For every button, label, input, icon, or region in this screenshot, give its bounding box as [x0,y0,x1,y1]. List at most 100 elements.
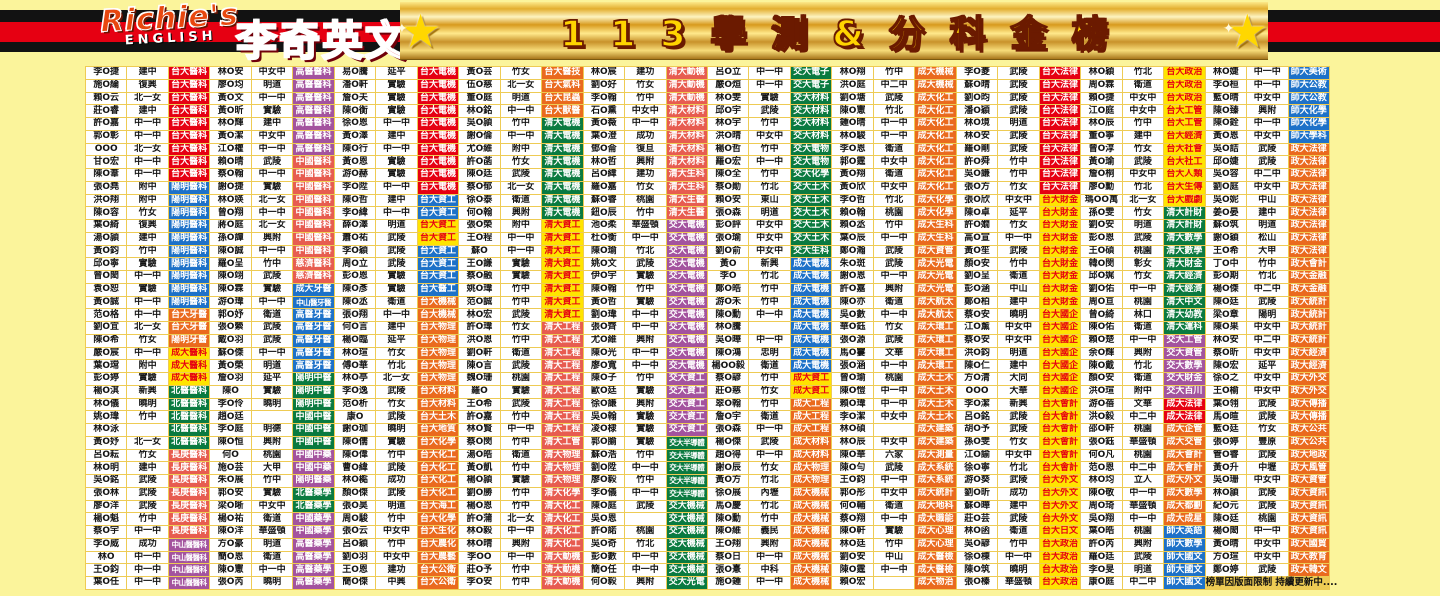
department-cell: 成大機械 [790,513,832,525]
student-name: 蔡O勛 [708,181,749,194]
department-cell: 北醫醫科 [168,411,210,423]
school-name: 衛道 [1122,322,1164,334]
student-name: 彭O評 [708,220,749,232]
student-name: 林O騰 [708,322,749,334]
student-name: 徐O謙 [583,398,625,411]
school-name: 中女中 [1247,181,1288,194]
school-name: 武陵 [873,245,915,258]
student-name: 陳O翰 [583,283,625,296]
department-cell: 清大工程 [542,424,583,436]
title-banner: ★ ✦ 113學測&分科金榜 ★ ✦ [396,2,1268,59]
department-cell: 成大心理 [915,538,956,551]
department-cell: 陽明醫科 [168,194,210,207]
student-name: 彭O恩 [334,271,376,283]
student-name: 陳O行 [334,143,376,156]
department-cell: 清大財金 [1164,258,1205,270]
student-name: 石O熏 [583,105,625,117]
department-cell: 台大電機 [417,92,459,105]
school-name: 實驗 [500,271,542,283]
school-name: 實驗 [376,156,417,168]
student-name: 陳O憲 [210,564,251,576]
header-banner: Richie's ENGLISH 李奇英文 ★ ✦ 113學測&分科金榜 ★ ✦ [0,0,1440,66]
student-name: 戴O羽 [210,334,251,347]
student-name: 陳O勻 [832,462,873,474]
school-name: 武陵 [1247,143,1288,156]
school-name: 中一中 [500,245,542,258]
student-name: 蔡O融 [459,271,500,283]
student-name: 嚴O烜 [708,79,749,92]
school-name: 武陵 [873,334,915,347]
department-cell: 政大教育 [1288,551,1329,564]
student-name: 劉O昀 [956,92,998,105]
student-name: 施O芸 [210,462,251,474]
school-name: 中一中 [873,385,915,398]
student-name: 王O榆 [1205,385,1247,398]
school-name: 實驗 [376,271,417,283]
school-name: 武陵 [251,334,293,347]
school-name: 竹中 [873,538,915,551]
student-name: 林O儀 [86,398,127,411]
school-name: 竹北 [998,462,1039,474]
department-cell: 台大國企 [1039,309,1081,321]
student-name: 張O婷 [1205,436,1247,449]
school-name: 北一女 [500,181,542,194]
school-name: 武陵 [998,143,1039,156]
school-name: 延平 [376,67,417,79]
department-cell: 成大物治 [915,577,956,589]
department-cell: 台大外文 [1039,513,1081,525]
department-cell: 成大化工 [915,92,956,105]
student-name: 顏O安 [1081,373,1122,385]
student-name: 陳O翊 [210,271,251,283]
student-name: 張O堯 [86,181,127,194]
department-cell: 清大數學 [1164,232,1205,245]
school-name: 中女中 [873,181,915,194]
student-name: 黃O欣 [832,181,873,194]
school-name: 實驗 [376,79,417,92]
school-name: 北一女 [500,513,542,525]
student-name: 何O毅 [583,577,625,589]
school-name: 中一中 [873,130,915,143]
department-cell: 中山醫醫科 [168,577,210,589]
school-name: 桃園 [873,207,915,219]
department-cell: 成大會計 [1164,449,1205,462]
school-name: 武陵 [251,156,293,168]
department-cell: 中國藥學 [293,526,334,538]
department-cell: 交大材料 [790,130,832,143]
school-name: 興附 [625,334,666,347]
student-name: 杜O衡 [583,232,625,245]
student-name: 吳O曄 [708,334,749,347]
school-name: 武陵 [873,92,915,105]
department-cell: 成大化工 [915,156,956,168]
school-name: 中一中 [998,232,1039,245]
school-name: 中女中 [376,551,417,564]
student-name: 黃O翔 [832,169,873,181]
school-name: 中一中 [625,347,666,360]
school-name: 中一中 [749,449,790,462]
department-cell: 成大機械 [790,538,832,551]
student-name: 邱O寧 [86,258,127,270]
department-cell: 清大材料 [666,130,707,143]
student-name: 許O嘉 [459,411,500,423]
school-name: 華盛頓 [1122,436,1164,449]
student-name: 陳O恒 [210,436,251,449]
student-name: 陳O臻 [1205,105,1247,117]
department-cell: 政大金融 [1288,283,1329,296]
department-cell: 台大會計 [1039,436,1081,449]
student-name: 李O穎 [334,245,376,258]
department-cell: 成大土木 [915,411,956,423]
department-cell: 台大資工 [417,194,459,207]
department-cell: 師大美術 [1288,67,1329,79]
department-cell: 長庚醫科 [168,487,210,500]
department-cell: 政大外交 [1288,373,1329,385]
school-name: 中一中 [625,551,666,564]
department-cell: 成大電機 [790,322,832,334]
school-name: 武陵 [1247,411,1288,423]
school-name: 中二中 [1122,462,1164,474]
department-cell: 清大化工 [542,500,583,513]
school-name: 中一中 [1122,513,1164,525]
school-name: 興附 [251,232,293,245]
student-name: 陳O霆 [832,564,873,576]
student-name: 邱O宇 [708,105,749,117]
department-cell: 清大電機 [542,156,583,168]
department-cell: 台大政治 [1164,92,1205,105]
